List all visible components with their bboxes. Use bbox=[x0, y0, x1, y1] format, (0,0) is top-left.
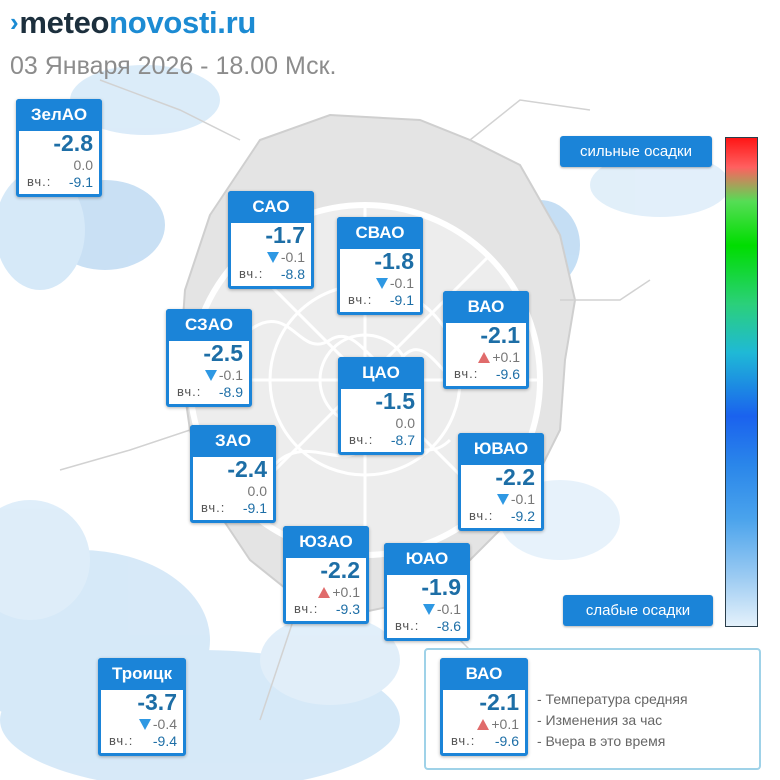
yesterday-value: -8.8 bbox=[280, 266, 305, 282]
yesterday-value: -9.1 bbox=[242, 500, 267, 516]
yesterday-label: вч.: bbox=[349, 432, 374, 447]
trend-down-icon bbox=[496, 494, 509, 505]
district-change: -0.1 bbox=[422, 601, 461, 617]
yesterday-label: вч.: bbox=[109, 733, 134, 748]
district-card-sao[interactable]: САО -1.7 -0.1 вч.: -8.8 bbox=[228, 191, 314, 289]
district-name: Троицк bbox=[98, 658, 186, 690]
legend-sample-name: ВАО bbox=[440, 658, 528, 690]
yesterday-value: -9.1 bbox=[68, 174, 93, 190]
trend-down-icon bbox=[266, 252, 279, 263]
district-change: 0.0 bbox=[395, 415, 415, 431]
legend-line-avg-temp: - Температура средняя bbox=[537, 691, 688, 707]
yesterday-value: -8.6 bbox=[436, 618, 461, 634]
district-name: ЮВАО bbox=[458, 433, 544, 465]
district-temperature: -2.1 bbox=[480, 322, 520, 348]
trend-down-icon bbox=[204, 370, 217, 381]
yesterday-value: -9.2 bbox=[510, 508, 535, 524]
yesterday-label: вч.: bbox=[177, 384, 202, 399]
district-change: 0.0 bbox=[73, 157, 93, 173]
district-change: -0.4 bbox=[138, 716, 177, 732]
district-name: ЮЗАО bbox=[283, 526, 369, 558]
district-card-yuvao[interactable]: ЮВАО -2.2 -0.1 вч.: -9.2 bbox=[458, 433, 544, 531]
district-temperature: -2.4 bbox=[227, 456, 267, 482]
district-card-zelao[interactable]: ЗелАО -2.8 0.0 вч.: -9.1 bbox=[16, 99, 102, 197]
date-time-subtitle: 03 Января 2026 - 18.00 Мск. bbox=[10, 52, 337, 80]
district-temperature: -1.8 bbox=[374, 248, 414, 274]
district-change: -0.1 bbox=[266, 249, 305, 265]
district-change: +0.1 bbox=[318, 584, 360, 600]
yesterday-value: -8.7 bbox=[390, 432, 415, 448]
legend-sample-card: ВАО -2.1 +0.1 вч.: -9.6 bbox=[440, 658, 528, 756]
trend-down-icon bbox=[422, 604, 435, 615]
district-card-svao[interactable]: СВАО -1.8 -0.1 вч.: -9.1 bbox=[337, 217, 423, 315]
scale-label-strong: сильные осадки bbox=[560, 136, 712, 167]
district-card-cao[interactable]: ЦАО -1.5 0.0 вч.: -8.7 bbox=[338, 357, 424, 455]
district-temperature: -3.7 bbox=[137, 689, 177, 715]
scale-label-weak: слабые осадки bbox=[563, 595, 713, 626]
yesterday-value: -9.6 bbox=[495, 366, 520, 382]
district-card-yuzao[interactable]: ЮЗАО -2.2 +0.1 вч.: -9.3 bbox=[283, 526, 369, 624]
district-card-yuao[interactable]: ЮАО -1.9 -0.1 вч.: -8.6 bbox=[384, 543, 470, 641]
district-change: -0.1 bbox=[204, 367, 243, 383]
legend-sample-temperature: -2.1 bbox=[479, 689, 519, 715]
yesterday-value: -8.9 bbox=[218, 384, 243, 400]
logo-part-meteo: meteo bbox=[19, 5, 110, 40]
yesterday-label: вч.: bbox=[201, 500, 226, 515]
trend-up-icon bbox=[318, 587, 331, 598]
district-temperature: -2.2 bbox=[320, 557, 360, 583]
yesterday-label: вч.: bbox=[395, 618, 420, 633]
yesterday-label: вч.: bbox=[348, 292, 373, 307]
trend-up-icon bbox=[478, 352, 491, 363]
site-logo[interactable]: ›meteonovosti.ru bbox=[10, 5, 256, 41]
district-change: +0.1 bbox=[478, 349, 520, 365]
district-temperature: -2.8 bbox=[53, 130, 93, 156]
district-card-zao[interactable]: ЗАО -2.4 0.0 вч.: -9.1 bbox=[190, 425, 276, 523]
legend-sample-change: +0.1 bbox=[477, 716, 519, 732]
trend-down-icon bbox=[138, 719, 151, 730]
yesterday-label: вч.: bbox=[469, 508, 494, 523]
district-name: СВАО bbox=[337, 217, 423, 249]
district-temperature: -2.5 bbox=[203, 340, 243, 366]
yesterday-label: вч.: bbox=[454, 366, 479, 381]
district-name: ВАО bbox=[443, 291, 529, 323]
district-name: ЦАО bbox=[338, 357, 424, 389]
yesterday-value: -9.1 bbox=[389, 292, 414, 308]
district-temperature: -1.9 bbox=[421, 574, 461, 600]
district-card-szao[interactable]: СЗАО -2.5 -0.1 вч.: -8.9 bbox=[166, 309, 252, 407]
trend-down-icon bbox=[375, 278, 388, 289]
district-name: ЮАО bbox=[384, 543, 470, 575]
district-change: -0.1 bbox=[496, 491, 535, 507]
legend-line-yesterday: - Вчера в это время bbox=[537, 733, 666, 749]
district-temperature: -1.7 bbox=[265, 222, 305, 248]
district-name: ЗАО bbox=[190, 425, 276, 457]
district-name: САО bbox=[228, 191, 314, 223]
yesterday-label: вч.: bbox=[294, 601, 319, 616]
yesterday-value: -9.3 bbox=[335, 601, 360, 617]
district-change: -0.1 bbox=[375, 275, 414, 291]
legend-sample-yesterday-value: -9.6 bbox=[494, 733, 519, 749]
district-temperature: -2.2 bbox=[495, 464, 535, 490]
yesterday-label: вч.: bbox=[239, 266, 264, 281]
logo-part-novosti: novosti.ru bbox=[109, 5, 257, 40]
yesterday-value: -9.4 bbox=[152, 733, 177, 749]
district-card-troitsk[interactable]: Троицк -3.7 -0.4 вч.: -9.4 bbox=[98, 658, 186, 756]
district-card-vao[interactable]: ВАО -2.1 +0.1 вч.: -9.6 bbox=[443, 291, 529, 389]
district-change: 0.0 bbox=[247, 483, 267, 499]
precipitation-color-scale bbox=[725, 137, 758, 627]
district-name: СЗАО bbox=[166, 309, 252, 341]
district-name: ЗелАО bbox=[16, 99, 102, 131]
legend-sample-yesterday-label: вч.: bbox=[451, 733, 476, 748]
trend-up-icon bbox=[477, 719, 490, 730]
legend-line-hourly-change: - Изменения за час bbox=[537, 712, 663, 728]
district-temperature: -1.5 bbox=[375, 388, 415, 414]
yesterday-label: вч.: bbox=[27, 174, 52, 189]
logo-chevron-icon: › bbox=[10, 7, 19, 37]
